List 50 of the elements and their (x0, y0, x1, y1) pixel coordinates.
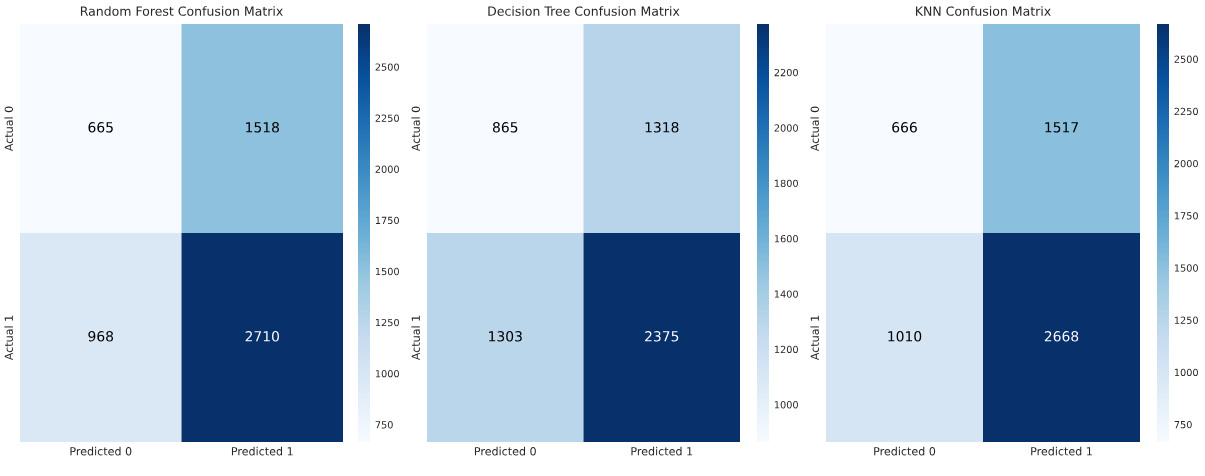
color-bar-label: 2000 (1174, 159, 1198, 168)
x-tick-label: Predicted 1 (1031, 446, 1092, 456)
x-tick-label: Predicted 0 (70, 446, 132, 456)
color-bar-label: 2250 (375, 114, 399, 122)
color-bar-label: 750 (375, 421, 393, 429)
color-bar-label: 1750 (1174, 212, 1198, 220)
data-label: 865 (492, 122, 518, 133)
color-bar-label: 1000 (774, 401, 798, 409)
color-bar-label: 750 (1174, 420, 1192, 429)
color-bar-label: 2000 (774, 124, 798, 132)
x-tick-label: Predicted 0 (474, 446, 536, 456)
color-bar-label: 1500 (1174, 264, 1198, 272)
data-label: 2668 (1044, 331, 1079, 342)
data-label: 666 (892, 122, 917, 133)
color-bar-label: 2200 (774, 68, 798, 77)
chart-title: Decision Tree Confusion Matrix (488, 6, 680, 16)
y-tick-label: Actual 0 (4, 106, 13, 152)
data-label: 1318 (645, 122, 679, 133)
color-bar-label: 1600 (774, 235, 798, 243)
color-bar-label: 1250 (375, 318, 399, 327)
y-tick-label: Actual 1 (4, 315, 13, 361)
data-label: 968 (88, 331, 114, 342)
y-tick-label: Actual 1 (810, 315, 819, 361)
x-tick-label: Predicted 0 (874, 446, 936, 456)
color-bar-label: 1250 (1174, 316, 1198, 324)
x-tick-label: Predicted 1 (231, 446, 293, 456)
data-label: 665 (88, 122, 113, 133)
y-tick-label: Actual 0 (411, 106, 420, 152)
x-tick-label: Predicted 1 (631, 446, 693, 456)
color-bar-label: 1200 (774, 345, 798, 354)
color-bar-label: 1000 (1174, 368, 1198, 377)
color-bar-label: 1750 (375, 216, 399, 225)
data-label: 1303 (489, 331, 522, 342)
data-label: 2375 (645, 331, 679, 342)
color-bar-label: 2500 (375, 63, 399, 71)
y-tick-label: Actual 1 (411, 315, 420, 361)
data-label: 1517 (1045, 122, 1078, 133)
y-tick-label: Actual 0 (810, 106, 819, 152)
color-bar-label: 2500 (1174, 55, 1198, 63)
color-bar-label: 1800 (774, 179, 798, 187)
color-bar-label: 1400 (774, 290, 798, 298)
color-bar-label: 2250 (1174, 107, 1198, 116)
chart-title: KNN Confusion Matrix (916, 6, 1051, 16)
data-label: 2710 (245, 331, 279, 342)
color-bar-label: 1500 (375, 267, 399, 276)
color-bar-label: 1000 (375, 370, 399, 378)
data-label: 1518 (246, 122, 279, 133)
chart-title: Random Forest Confusion Matrix (80, 6, 283, 16)
data-label: 1010 (888, 331, 922, 342)
color-bar-label: 2000 (375, 165, 399, 173)
